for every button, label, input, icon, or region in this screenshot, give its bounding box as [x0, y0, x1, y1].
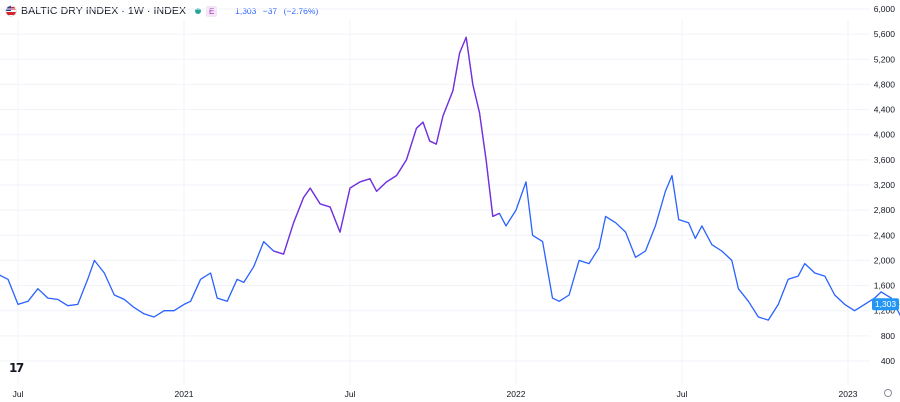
y-tick-label: 3,200 — [874, 180, 896, 190]
chart-grid — [0, 8, 870, 385]
quote-change: −37 — [262, 6, 278, 16]
y-tick-label: 5,600 — [874, 29, 896, 39]
y-tick-label: 3,600 — [874, 155, 896, 165]
x-tick-label: Jul — [677, 389, 688, 399]
quote-change-pct: (−2.76%) — [283, 6, 319, 16]
x-tick-label: Jul — [345, 389, 356, 399]
last-price-tag: 1,303 — [872, 298, 900, 311]
y-tick-label: 2,400 — [874, 230, 896, 240]
series-line-highlight — [273, 36, 500, 255]
tradingview-logo-icon[interactable]: 17 — [9, 361, 24, 375]
y-tick-label: 5,200 — [874, 54, 896, 64]
y-tick-label: 800 — [881, 331, 895, 341]
x-tick-label: Jul — [13, 389, 24, 399]
market-status-icon — [195, 8, 202, 14]
gear-icon[interactable] — [884, 389, 892, 397]
y-tick-label: 2,000 — [874, 255, 896, 265]
y-tick-label: 400 — [881, 356, 895, 366]
last-price-tag-text: 1,303 — [875, 299, 897, 309]
y-tick-label: 4,400 — [874, 105, 896, 115]
y-tick-label: 1,200 — [874, 306, 896, 316]
time-axis[interactable]: Jul2021Jul2022Jul2023Jul2024Jul2025Jul — [13, 389, 900, 399]
x-tick-label: 2022 — [507, 389, 526, 399]
y-tick-label: 6,000 — [874, 4, 896, 14]
y-tick-label: 2,800 — [874, 205, 896, 215]
bdi-series — [0, 36, 900, 321]
y-tick-label: 1,600 — [874, 281, 896, 291]
eod-badge: E — [206, 5, 218, 17]
x-tick-label: 2021 — [175, 389, 194, 399]
y-tick-label: 4,800 — [874, 79, 896, 89]
y-tick-label: 4,000 — [874, 130, 896, 140]
quote-last: 1,303 — [235, 6, 257, 16]
price-axis[interactable]: 6,000 5,600 5,200 4,800 4,400 4,000 3,600 3,200… — [874, 4, 896, 366]
series-line — [0, 36, 900, 321]
symbol-title[interactable]: BALTIC DRY INDEX · 1W · INDEX — [21, 5, 187, 17]
last-price-tag-bg — [872, 298, 899, 311]
quote-values: 1,303 −37 (−2.76%) — [235, 6, 322, 16]
chart-header: BALTIC DRY INDEX · 1W · INDEX E 1,303 −3… — [6, 4, 322, 18]
x-tick-label: 2023 — [839, 389, 858, 399]
